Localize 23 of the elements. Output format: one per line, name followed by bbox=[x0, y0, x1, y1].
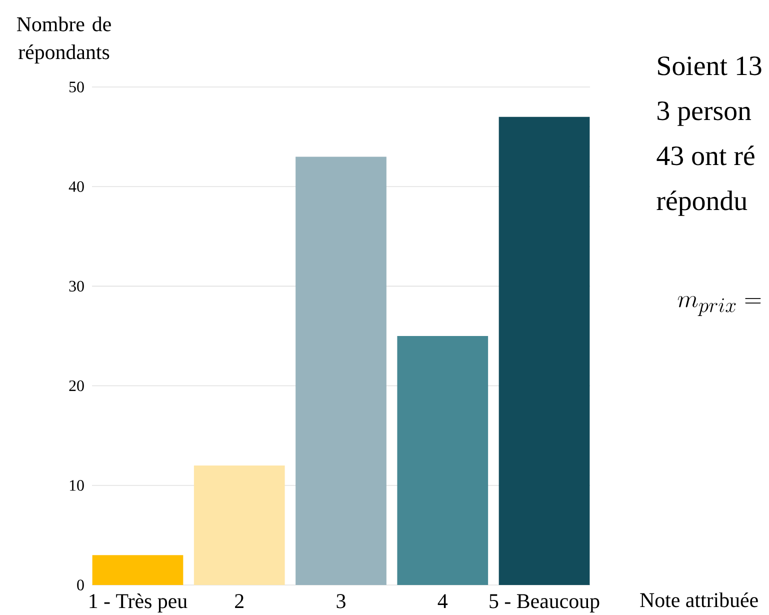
text: répondu bbox=[656, 190, 748, 216]
x-axis-title: Note attribuée bbox=[640, 592, 758, 608]
bar bbox=[498, 116, 590, 585]
text: 43 ont ré bbox=[656, 146, 754, 166]
bar bbox=[92, 555, 184, 585]
y-tick-label: 10 bbox=[70, 480, 84, 491]
text: 3 person bbox=[658, 102, 752, 126]
x-tick-label: 2 bbox=[235, 594, 244, 608]
y-tick-label: 30 bbox=[69, 280, 84, 292]
text: Soient 13 bbox=[658, 56, 762, 76]
y-tick-label: 40 bbox=[68, 181, 84, 192]
x-tick-label: 1 - Très peu bbox=[90, 593, 188, 612]
x-tick-label: 4 bbox=[438, 594, 448, 608]
bar bbox=[397, 336, 488, 585]
x-tick-label: 5 - Beaucoup bbox=[490, 594, 600, 612]
y-tick-label: 50 bbox=[69, 82, 84, 92]
y-tick-label: 20 bbox=[69, 380, 84, 392]
bar bbox=[194, 465, 285, 585]
y-axis-title: Nombre de répondants bbox=[16, 16, 111, 64]
x-tick-label: 3 bbox=[336, 594, 346, 608]
bar bbox=[296, 156, 386, 585]
text: $m_{prix} =$ bbox=[678, 296, 761, 316]
y-tick-label: 0 bbox=[77, 580, 84, 590]
